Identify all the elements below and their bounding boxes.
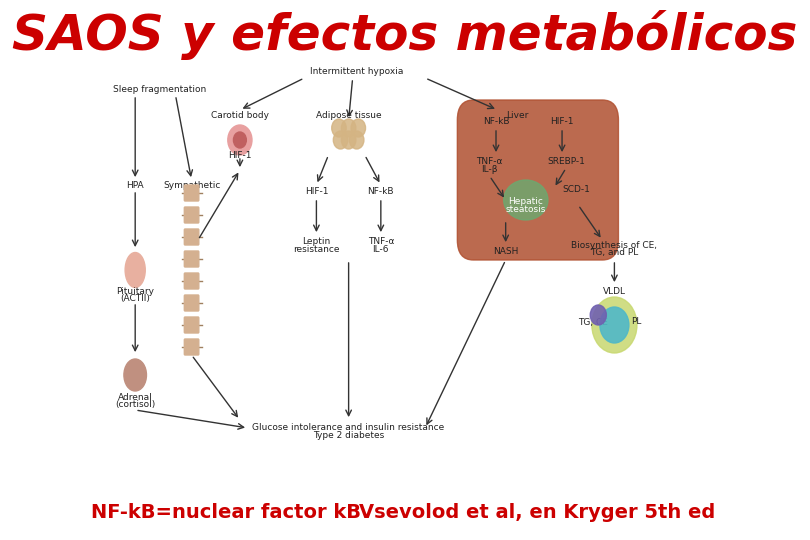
Circle shape — [332, 119, 346, 137]
Text: Type 2 diabetes: Type 2 diabetes — [313, 431, 384, 441]
Circle shape — [341, 131, 356, 149]
Text: HIF-1: HIF-1 — [305, 187, 328, 197]
Text: Pituitary: Pituitary — [116, 287, 154, 296]
Text: Liver: Liver — [506, 111, 529, 119]
Text: TG, and PL: TG, and PL — [590, 248, 638, 258]
Text: NF-kB=nuclear factor kB: NF-kB=nuclear factor kB — [91, 503, 361, 522]
FancyBboxPatch shape — [185, 207, 198, 223]
Ellipse shape — [124, 359, 147, 391]
Text: Adipose tissue: Adipose tissue — [316, 111, 382, 119]
Text: Glucose intolerance and insulin resistance: Glucose intolerance and insulin resistan… — [253, 423, 445, 433]
Text: Intermittent hypoxia: Intermittent hypoxia — [310, 68, 403, 77]
Text: Carotid body: Carotid body — [211, 111, 269, 119]
Text: PL: PL — [631, 318, 642, 327]
FancyBboxPatch shape — [185, 185, 198, 201]
Text: NF-kB: NF-kB — [368, 187, 394, 197]
FancyBboxPatch shape — [185, 339, 198, 355]
FancyBboxPatch shape — [185, 229, 198, 245]
Circle shape — [351, 119, 365, 137]
Text: HIF-1: HIF-1 — [550, 118, 573, 126]
Text: Sleep fragmentation: Sleep fragmentation — [113, 85, 206, 94]
Circle shape — [590, 305, 607, 325]
Circle shape — [233, 132, 246, 148]
Text: SREBP-1: SREBP-1 — [547, 158, 585, 166]
Text: NS: NS — [185, 188, 198, 198]
Text: NF-kB: NF-kB — [483, 118, 509, 126]
Text: HIF-1: HIF-1 — [228, 152, 252, 160]
Text: IL-6: IL-6 — [373, 246, 389, 254]
Text: (cortisol): (cortisol) — [115, 400, 156, 408]
Text: TG, CE: TG, CE — [578, 318, 608, 327]
Text: steatosis: steatosis — [505, 206, 546, 214]
Text: TNF-α: TNF-α — [476, 158, 503, 166]
Circle shape — [334, 131, 347, 149]
Text: Biosynthesis of CE,: Biosynthesis of CE, — [571, 240, 658, 249]
FancyBboxPatch shape — [185, 295, 198, 311]
Text: resistance: resistance — [293, 246, 339, 254]
Circle shape — [349, 131, 364, 149]
Text: Vsevolod et al, en Kryger 5th ed: Vsevolod et al, en Kryger 5th ed — [359, 503, 715, 522]
Text: HPA: HPA — [126, 180, 144, 190]
Text: VLDL: VLDL — [603, 287, 626, 296]
Text: SAOS y efectos metabólicos: SAOS y efectos metabólicos — [12, 10, 798, 60]
FancyBboxPatch shape — [458, 100, 618, 260]
Circle shape — [228, 125, 252, 155]
Circle shape — [341, 119, 356, 137]
Text: Sympathetic: Sympathetic — [163, 180, 220, 190]
Ellipse shape — [125, 253, 145, 287]
Text: (ACTII): (ACTII) — [120, 294, 150, 303]
FancyBboxPatch shape — [185, 273, 198, 289]
Text: NASH: NASH — [493, 247, 518, 256]
Text: SCD-1: SCD-1 — [563, 186, 590, 194]
FancyBboxPatch shape — [185, 251, 198, 267]
Text: Hepatic: Hepatic — [509, 198, 544, 206]
Circle shape — [592, 297, 637, 353]
Text: TNF-α: TNF-α — [368, 238, 394, 246]
Circle shape — [600, 307, 629, 343]
Text: Adrenal: Adrenal — [117, 393, 152, 402]
Text: Leptin: Leptin — [302, 238, 330, 246]
Ellipse shape — [504, 180, 548, 220]
FancyBboxPatch shape — [185, 317, 198, 333]
Text: IL-β: IL-β — [481, 165, 498, 174]
